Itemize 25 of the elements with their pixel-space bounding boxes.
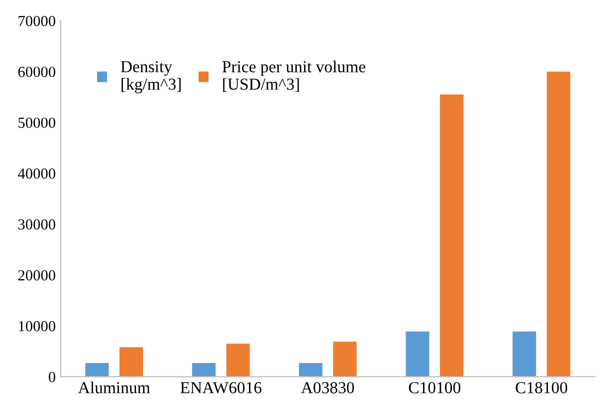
legend-label: Density [kg/m^3]	[120, 61, 181, 94]
bar	[406, 331, 430, 377]
bar	[512, 331, 536, 377]
bar	[298, 363, 322, 377]
y-tick-label: 60000	[18, 66, 56, 78]
bar	[119, 347, 143, 377]
y-tick-label: 70000	[18, 16, 56, 26]
bar	[226, 344, 250, 377]
x-tick-label: ENAW6016	[180, 382, 262, 394]
bar	[440, 94, 464, 377]
y-tick-label: 0	[48, 372, 56, 382]
x-tick-label: A03830	[301, 382, 354, 394]
y-tick-label: 50000	[18, 118, 56, 128]
y-tick-label: 10000	[18, 321, 56, 332]
y-tick-label: 40000	[18, 168, 56, 179]
bar	[192, 363, 216, 377]
y-tick-label: 20000	[18, 270, 56, 280]
bar	[546, 72, 570, 377]
x-tick-label: Aluminum	[78, 382, 150, 394]
legend-label: Price per unit volume [USD/m^3]	[222, 60, 366, 92]
x-tick-label: C10100	[408, 382, 460, 394]
y-tick-label: 30000	[18, 219, 56, 230]
bar	[333, 342, 357, 377]
bar	[85, 363, 109, 377]
x-tick-label: C18100	[516, 382, 568, 394]
